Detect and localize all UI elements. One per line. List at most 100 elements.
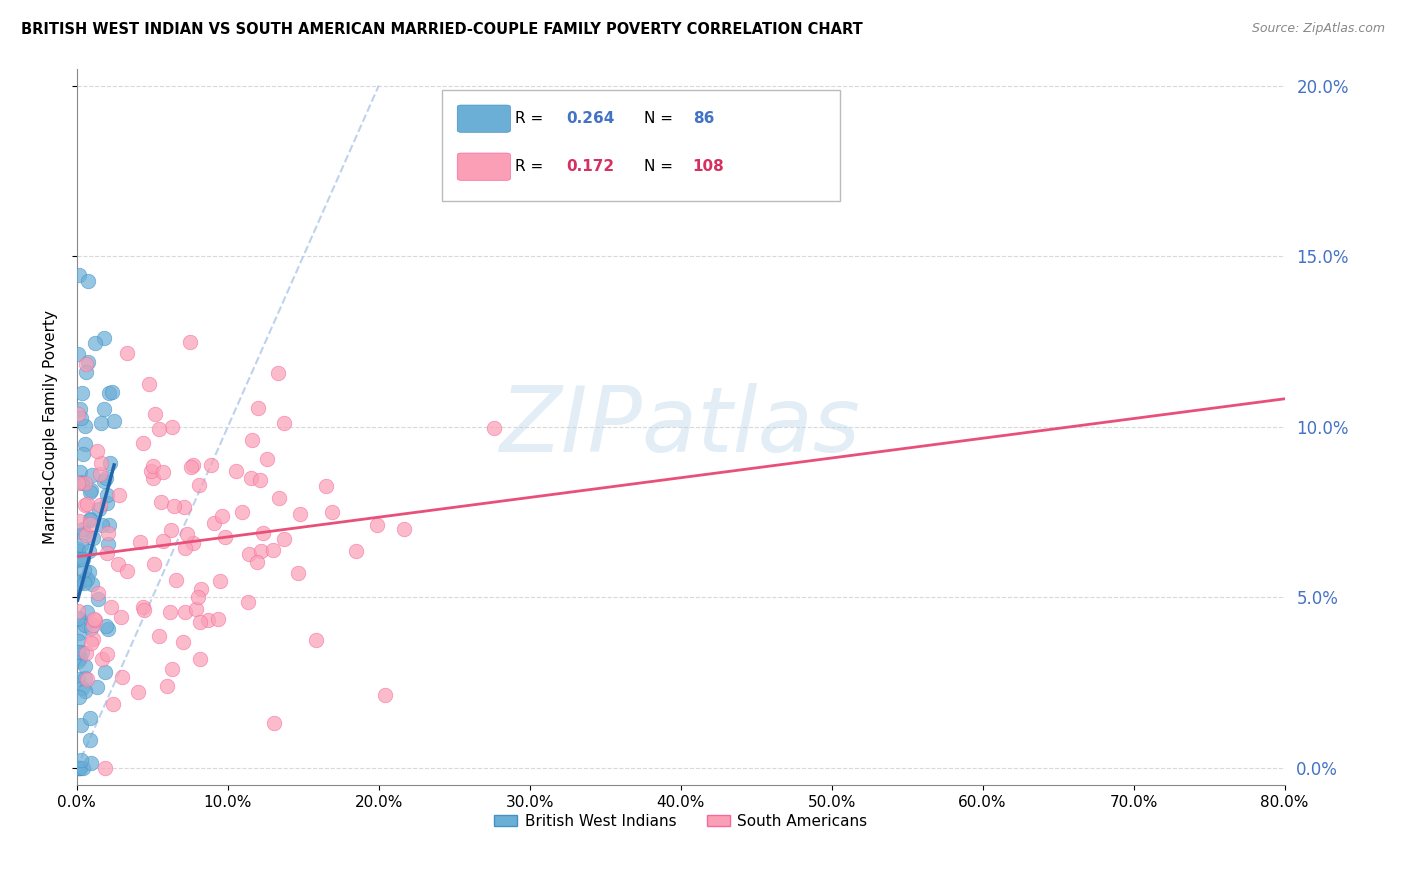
Point [188, 478, 211, 492]
Point [129, 534, 152, 549]
Point [72, 645, 94, 659]
Point [66, 645, 89, 659]
Point [287, 566, 309, 581]
Point [80, 756, 103, 770]
Point [86, 586, 108, 600]
Y-axis label: Married-Couple Family Poverty: Married-Couple Family Poverty [44, 310, 58, 544]
Point [93, 475, 115, 489]
Point [79, 635, 101, 649]
FancyBboxPatch shape [457, 105, 510, 132]
Point [67, 541, 90, 556]
Point [67, 514, 90, 528]
Point [165, 573, 187, 587]
Point [197, 613, 219, 627]
Point [187, 591, 209, 605]
Legend: British West Indians, South Americans: British West Indians, South Americans [488, 807, 873, 835]
Point [107, 488, 129, 502]
Point [148, 422, 170, 436]
Point [93, 331, 115, 345]
Point [96, 619, 118, 633]
Point [374, 689, 396, 703]
Point [76, 672, 98, 686]
Point [183, 458, 205, 473]
Point [188, 615, 211, 629]
Point [150, 495, 173, 509]
Point [67, 655, 90, 669]
Point [86, 681, 108, 695]
Point [69, 753, 91, 767]
Point [77, 565, 100, 579]
Point [70, 718, 93, 732]
Point [66, 761, 89, 775]
Point [66, 476, 89, 491]
Point [69, 465, 91, 479]
Point [89, 498, 111, 512]
Point [75, 437, 97, 451]
Point [82, 468, 104, 483]
Point [288, 507, 311, 521]
Point [72, 761, 94, 775]
Point [127, 684, 149, 698]
Point [66, 604, 89, 618]
Point [238, 595, 260, 609]
Point [91, 517, 114, 532]
Point [174, 541, 197, 555]
Text: N =: N = [644, 112, 678, 126]
Point [90, 416, 112, 430]
Point [142, 458, 165, 473]
Point [70, 476, 93, 491]
Point [239, 470, 262, 484]
Point [231, 505, 253, 519]
Point [69, 761, 91, 775]
Point [97, 537, 120, 551]
Point [83, 613, 105, 627]
Point [273, 532, 295, 546]
Point [77, 543, 100, 558]
Point [209, 574, 232, 589]
Point [89, 467, 111, 481]
Point [67, 625, 90, 640]
Point [96, 496, 118, 510]
Point [180, 460, 202, 475]
Point [84, 336, 107, 351]
Point [97, 386, 120, 401]
Point [162, 662, 184, 676]
Point [67, 576, 90, 591]
Point [238, 547, 260, 561]
Point [66, 544, 89, 558]
Point [70, 411, 93, 425]
Point [132, 600, 155, 615]
Point [79, 516, 101, 531]
Point [79, 513, 101, 527]
Point [173, 605, 195, 619]
Point [142, 471, 165, 485]
Text: 0.264: 0.264 [567, 112, 614, 126]
Point [214, 530, 236, 544]
Point [160, 420, 183, 434]
Text: BRITISH WEST INDIAN VS SOUTH AMERICAN MARRIED-COUPLE FAMILY POVERTY CORRELATION : BRITISH WEST INDIAN VS SOUTH AMERICAN MA… [21, 22, 863, 37]
Point [67, 690, 90, 704]
Point [101, 698, 124, 712]
Point [181, 536, 204, 550]
Point [72, 551, 94, 566]
Point [249, 544, 271, 558]
Point [190, 652, 212, 666]
Text: ZIPatlas: ZIPatlas [501, 383, 860, 471]
Point [69, 612, 91, 626]
Point [72, 526, 94, 541]
Point [67, 611, 90, 625]
Point [87, 502, 110, 516]
Point [82, 618, 104, 632]
Point [66, 633, 89, 648]
Point [207, 611, 229, 625]
Point [143, 557, 166, 571]
Point [110, 610, 132, 624]
Point [69, 761, 91, 775]
Point [72, 447, 94, 461]
Point [69, 551, 91, 566]
Point [202, 516, 225, 530]
Point [159, 605, 181, 619]
Point [79, 485, 101, 500]
Point [75, 572, 97, 586]
Point [97, 622, 120, 636]
